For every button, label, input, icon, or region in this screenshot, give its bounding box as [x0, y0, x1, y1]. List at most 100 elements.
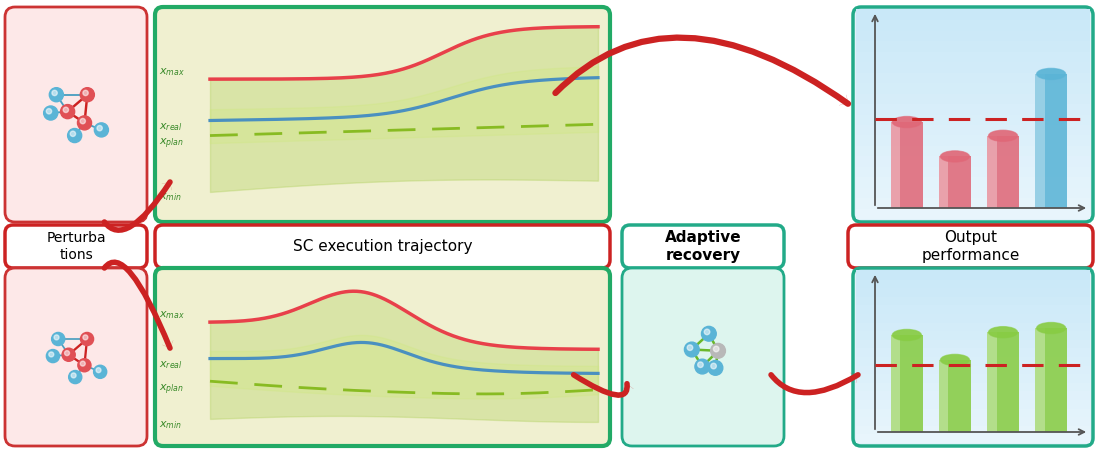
Text: $x_{real}$: $x_{real}$: [159, 121, 182, 133]
FancyBboxPatch shape: [155, 268, 610, 446]
FancyBboxPatch shape: [848, 225, 1093, 268]
Circle shape: [708, 360, 722, 375]
Bar: [939, 157, 949, 208]
Circle shape: [49, 88, 64, 102]
FancyBboxPatch shape: [5, 225, 147, 268]
Bar: [856, 382, 1090, 391]
Circle shape: [695, 359, 709, 374]
Bar: [856, 61, 1090, 73]
Ellipse shape: [1037, 68, 1066, 79]
Circle shape: [60, 104, 75, 118]
Circle shape: [68, 128, 81, 143]
Circle shape: [52, 90, 57, 96]
Circle shape: [94, 123, 109, 137]
Circle shape: [97, 125, 102, 131]
Circle shape: [80, 88, 94, 102]
FancyBboxPatch shape: [5, 268, 147, 446]
Circle shape: [687, 345, 693, 350]
Bar: [856, 416, 1090, 426]
Bar: [856, 20, 1090, 31]
FancyBboxPatch shape: [155, 225, 610, 268]
Bar: [856, 93, 1090, 104]
Bar: [987, 136, 997, 208]
Circle shape: [684, 342, 699, 357]
Bar: [987, 332, 1019, 432]
Text: $x_{plan}$: $x_{plan}$: [159, 383, 184, 397]
Bar: [1035, 328, 1067, 432]
Ellipse shape: [893, 329, 921, 340]
Circle shape: [46, 350, 59, 363]
Circle shape: [83, 335, 88, 340]
Bar: [856, 390, 1090, 400]
Circle shape: [714, 346, 719, 352]
Bar: [856, 279, 1090, 288]
Bar: [856, 434, 1090, 443]
Bar: [856, 365, 1090, 374]
Circle shape: [710, 363, 716, 369]
FancyBboxPatch shape: [155, 7, 610, 222]
Bar: [856, 166, 1090, 177]
Bar: [856, 9, 1090, 20]
Text: $x_{min}$: $x_{min}$: [159, 419, 182, 430]
Bar: [856, 296, 1090, 306]
Bar: [856, 145, 1090, 156]
Bar: [856, 287, 1090, 297]
Circle shape: [70, 131, 76, 137]
Bar: [856, 347, 1090, 357]
Circle shape: [82, 90, 88, 96]
Circle shape: [704, 329, 709, 335]
Bar: [856, 72, 1090, 83]
Text: Perturba
tions: Perturba tions: [46, 232, 105, 262]
Circle shape: [93, 365, 107, 378]
Bar: [856, 270, 1090, 280]
Text: $x_{plan}$: $x_{plan}$: [159, 136, 184, 151]
Bar: [856, 103, 1090, 114]
Bar: [856, 114, 1090, 125]
Text: Adaptive
recovery: Adaptive recovery: [664, 230, 741, 263]
Bar: [856, 313, 1090, 323]
Circle shape: [65, 350, 69, 355]
Circle shape: [54, 335, 59, 340]
FancyBboxPatch shape: [853, 268, 1093, 446]
Circle shape: [697, 362, 703, 368]
Circle shape: [710, 343, 726, 358]
Bar: [939, 157, 972, 208]
Bar: [890, 122, 923, 208]
Text: SC execution trajectory: SC execution trajectory: [293, 239, 472, 254]
Ellipse shape: [988, 326, 1018, 338]
Bar: [1035, 328, 1044, 432]
Bar: [890, 335, 923, 432]
Circle shape: [71, 373, 76, 378]
FancyBboxPatch shape: [621, 225, 784, 268]
Bar: [856, 187, 1090, 198]
Circle shape: [78, 359, 91, 372]
Bar: [856, 304, 1090, 314]
Bar: [856, 30, 1090, 41]
Ellipse shape: [1037, 322, 1066, 334]
Bar: [1035, 74, 1044, 208]
Circle shape: [69, 370, 81, 384]
Bar: [856, 425, 1090, 434]
FancyBboxPatch shape: [5, 7, 147, 222]
Circle shape: [52, 332, 65, 345]
Text: $x_{real}$: $x_{real}$: [159, 360, 182, 371]
Ellipse shape: [940, 151, 970, 162]
Circle shape: [80, 361, 86, 366]
Circle shape: [78, 116, 91, 130]
Ellipse shape: [940, 354, 970, 365]
Bar: [856, 82, 1090, 94]
Ellipse shape: [893, 116, 921, 128]
Bar: [856, 339, 1090, 348]
Text: $x_{max}$: $x_{max}$: [159, 309, 184, 321]
Text: $x_{min}$: $x_{min}$: [159, 192, 182, 203]
Ellipse shape: [988, 130, 1018, 142]
Circle shape: [80, 332, 93, 345]
Circle shape: [96, 368, 101, 373]
Circle shape: [48, 352, 54, 357]
Text: $x_{max}$: $x_{max}$: [159, 66, 184, 78]
Bar: [856, 321, 1090, 331]
Bar: [856, 197, 1090, 208]
Text: Output
performance: Output performance: [921, 230, 1020, 263]
Bar: [856, 176, 1090, 188]
Circle shape: [63, 348, 76, 361]
